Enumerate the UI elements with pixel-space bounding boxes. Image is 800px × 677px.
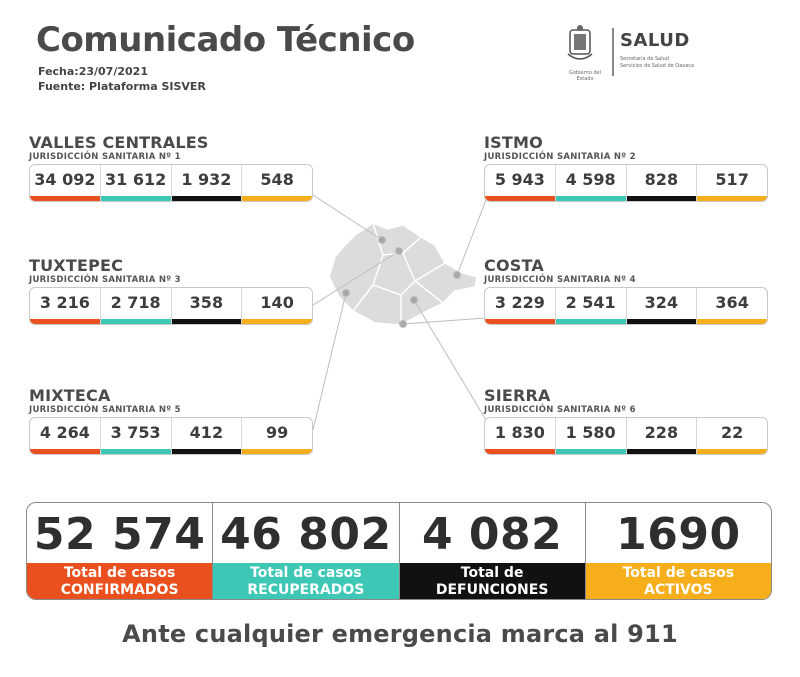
confirmed-count: 1 830 <box>485 418 555 454</box>
deaths-count: 358 <box>170 288 242 324</box>
region-stats: 5 943 4 598 828 517 <box>484 164 768 202</box>
emergency-footer: Ante cualquier emergencia marca al 911 <box>122 620 678 648</box>
total-value: 4 082 <box>421 509 563 560</box>
recovered-count: 3 753 <box>99 418 171 454</box>
report-date: Fecha:23/07/2021 <box>38 65 148 78</box>
jurisdiction-label: JURISDICCIÓN SANITARIA Nº 3 <box>29 275 181 285</box>
region-valles-centrales: VALLES CENTRALES JURISDICCIÓN SANITARIA … <box>29 135 313 202</box>
recovered-count: 1 580 <box>554 418 626 454</box>
oaxaca-map <box>328 222 478 326</box>
total-value: 46 802 <box>220 509 392 560</box>
active-count: 22 <box>696 418 767 454</box>
region-costa: COSTA JURISDICCIÓN SANITARIA Nº 4 3 229 … <box>484 258 768 325</box>
region-name: SIERRA <box>484 386 551 405</box>
deaths-count: 828 <box>625 165 697 201</box>
confirmed-count: 4 264 <box>30 418 100 454</box>
total-confirmed: 52 574 Total de casos CONFIRMADOS <box>27 503 213 599</box>
total-recovered: 46 802 Total de casos RECUPERADOS <box>212 503 399 599</box>
region-tuxtepec: TUXTEPEC JURISDICCIÓN SANITARIA Nº 3 3 2… <box>29 258 313 325</box>
page-title: Comunicado Técnico <box>36 20 415 60</box>
active-count: 364 <box>696 288 767 324</box>
deaths-count: 412 <box>170 418 242 454</box>
jurisdiction-label: JURISDICCIÓN SANITARIA Nº 6 <box>484 405 636 415</box>
total-label: Total de DEFUNCIONES <box>399 563 585 599</box>
recovered-count: 2 541 <box>554 288 626 324</box>
active-count: 517 <box>696 165 767 201</box>
coat-of-arms-icon <box>567 25 593 60</box>
data-source: Fuente: Plataforma SISVER <box>38 80 206 93</box>
confirmed-count: 3 229 <box>485 288 555 324</box>
confirmed-count: 3 216 <box>30 288 100 324</box>
active-count: 140 <box>241 288 312 324</box>
seal-caption: Gobierno del Estado <box>569 70 601 82</box>
jurisdiction-label: JURISDICCIÓN SANITARIA Nº 2 <box>484 152 636 162</box>
jurisdiction-label: JURISDICCIÓN SANITARIA Nº 4 <box>484 275 636 285</box>
recovered-count: 4 598 <box>554 165 626 201</box>
region-name: VALLES CENTRALES <box>29 133 209 152</box>
region-name: ISTMO <box>484 133 543 152</box>
region-stats: 1 830 1 580 228 22 <box>484 417 768 455</box>
logo-divider <box>612 28 614 76</box>
logo-subtitle-2: Servicios de Salud de Oaxaca <box>620 63 695 69</box>
active-count: 548 <box>241 165 312 201</box>
total-deaths: 4 082 Total de DEFUNCIONES <box>398 503 585 599</box>
jurisdiction-label: JURISDICCIÓN SANITARIA Nº 5 <box>29 405 181 415</box>
total-label: Total de casos ACTIVOS <box>585 563 771 599</box>
region-sierra: SIERRA JURISDICCIÓN SANITARIA Nº 6 1 830… <box>484 388 768 455</box>
total-label: Total de casos CONFIRMADOS <box>27 563 213 599</box>
region-mixteca: MIXTECA JURISDICCIÓN SANITARIA Nº 5 4 26… <box>29 388 313 455</box>
region-name: TUXTEPEC <box>29 256 124 275</box>
deaths-count: 1 932 <box>170 165 242 201</box>
region-stats: 3 229 2 541 324 364 <box>484 287 768 325</box>
recovered-count: 31 612 <box>99 165 171 201</box>
salud-logo: Gobierno del Estado SALUD Secretaría de … <box>560 24 700 82</box>
total-value: 52 574 <box>33 509 206 560</box>
total-label: Total de casos RECUPERADOS <box>213 563 399 599</box>
region-istmo: ISTMO JURISDICCIÓN SANITARIA Nº 2 5 943 … <box>484 135 768 202</box>
total-value: 1690 <box>616 509 741 560</box>
confirmed-count: 5 943 <box>485 165 555 201</box>
total-active: 1690 Total de casos ACTIVOS <box>584 503 771 599</box>
active-count: 99 <box>241 418 312 454</box>
region-name: COSTA <box>484 256 544 275</box>
jurisdiction-label: JURISDICCIÓN SANITARIA Nº 1 <box>29 152 181 162</box>
recovered-count: 2 718 <box>99 288 171 324</box>
region-stats: 3 216 2 718 358 140 <box>29 287 313 325</box>
deaths-count: 324 <box>625 288 697 324</box>
totals-panel: 52 574 Total de casos CONFIRMADOS 46 802 … <box>26 502 772 600</box>
region-stats: 4 264 3 753 412 99 <box>29 417 313 455</box>
logo-title: SALUD <box>620 30 690 51</box>
logo-subtitle-1: Secretaría de Salud <box>620 56 669 62</box>
region-name: MIXTECA <box>29 386 111 405</box>
region-stats: 34 092 31 612 1 932 548 <box>29 164 313 202</box>
confirmed-count: 34 092 <box>30 165 100 201</box>
deaths-count: 228 <box>625 418 697 454</box>
